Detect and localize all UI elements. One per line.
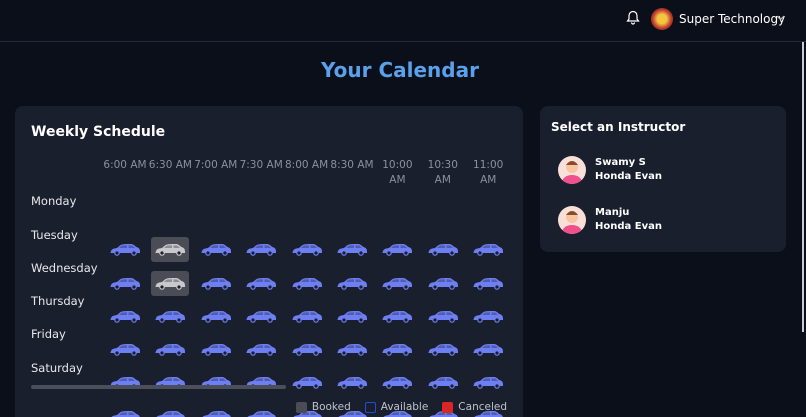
car-slot[interactable] — [378, 370, 416, 395]
car-slot[interactable] — [197, 304, 235, 329]
car-slot[interactable] — [106, 370, 144, 395]
instructor-avatar[interactable] — [558, 206, 586, 234]
legend-label: Booked — [311, 401, 351, 413]
car-slot[interactable] — [424, 370, 462, 395]
car-slot[interactable] — [378, 337, 416, 362]
time-header: 7:30 AM — [239, 159, 283, 171]
legend-swatch — [295, 401, 307, 413]
car-slot[interactable] — [242, 404, 280, 417]
car-slot[interactable] — [424, 271, 462, 296]
car-slot[interactable] — [288, 404, 326, 417]
user-name[interactable]: Super Technology — [679, 12, 786, 26]
car-slot[interactable] — [333, 237, 371, 262]
instructor-car[interactable]: Honda Evan — [595, 221, 662, 232]
car-slot[interactable] — [288, 370, 326, 395]
car-slot[interactable] — [378, 304, 416, 329]
car-slot[interactable] — [288, 237, 326, 262]
car-slot[interactable] — [469, 304, 507, 329]
user-avatar[interactable] — [651, 8, 673, 30]
car-slot[interactable] — [242, 304, 280, 329]
time-header: 10:00 AM — [382, 159, 413, 186]
car-slot[interactable] — [424, 404, 462, 417]
car-slot[interactable] — [333, 404, 371, 417]
car-slot[interactable] — [242, 271, 280, 296]
car-slot[interactable] — [333, 304, 371, 329]
car-slot[interactable] — [197, 370, 235, 395]
car-slot[interactable] — [106, 404, 144, 417]
time-header: 6:30 AM — [148, 159, 192, 171]
car-slot[interactable] — [424, 337, 462, 362]
car-slot[interactable] — [242, 237, 280, 262]
legend-item: Available — [364, 401, 429, 413]
time-header: 6:00 AM — [103, 159, 147, 171]
car-slot[interactable] — [469, 337, 507, 362]
bell-icon[interactable] — [626, 10, 640, 25]
car-slot[interactable] — [469, 271, 507, 296]
instructor-title: Select an Instructor — [551, 120, 686, 134]
car-slot[interactable] — [242, 337, 280, 362]
car-slot[interactable] — [151, 404, 189, 417]
instructor-name[interactable]: Swamy S — [595, 157, 646, 168]
legend-item: Canceled — [442, 401, 507, 413]
car-slot[interactable] — [469, 237, 507, 262]
time-header: 7:00 AM — [194, 159, 238, 171]
car-slot[interactable] — [197, 271, 235, 296]
instructor-car[interactable]: Honda Evan — [595, 171, 662, 182]
car-slot[interactable] — [151, 370, 189, 395]
time-header: 10:30 AM — [427, 159, 458, 186]
car-slot[interactable] — [378, 404, 416, 417]
car-slot[interactable] — [242, 370, 280, 395]
topbar-border — [0, 41, 806, 42]
day-label: Wednesday — [31, 261, 98, 275]
car-slot[interactable] — [378, 271, 416, 296]
car-slot[interactable] — [197, 404, 235, 417]
chevron[interactable] — [776, 15, 785, 22]
time-header: 8:00 AM — [285, 159, 329, 171]
legend: Booked Available Canceled — [295, 401, 507, 413]
day-label: Thursday — [31, 294, 85, 308]
car-slot[interactable] — [333, 337, 371, 362]
legend-item: Booked — [295, 401, 351, 413]
schedule-grid: 6:00 AM 6:30 AM 7:00 AM 7:30 AM 8:00 AM 8:30 … — [103, 156, 507, 417]
legend-label: Available — [380, 401, 429, 413]
day-label: Monday — [31, 194, 77, 208]
car-slot[interactable] — [424, 304, 462, 329]
car-slot[interactable] — [151, 337, 189, 362]
car-slot[interactable] — [424, 237, 462, 262]
legend-swatch — [442, 401, 454, 413]
car-slot[interactable] — [197, 337, 235, 362]
instructor-avatar[interactable] — [558, 156, 586, 184]
car-slot[interactable] — [106, 304, 144, 329]
instructor-panel: Select an Instructor Swamy S Honda Evan Ma… — [540, 106, 786, 252]
day-label: Friday — [31, 327, 66, 341]
car-slot[interactable] — [469, 404, 507, 417]
car-slot[interactable] — [288, 304, 326, 329]
day-label: Saturday — [31, 361, 83, 375]
time-header: 8:30 AM — [330, 159, 374, 171]
time-header: 11:00 AM — [473, 159, 504, 186]
car-slot[interactable] — [151, 304, 189, 329]
instructor-name[interactable]: Manju — [595, 207, 630, 218]
car-slot[interactable] — [197, 237, 235, 262]
car-slot[interactable] — [106, 337, 144, 362]
legend-label: Canceled — [458, 401, 507, 413]
car-slot[interactable] — [333, 370, 371, 395]
car-slot[interactable] — [288, 337, 326, 362]
car-slot[interactable] — [106, 271, 144, 296]
page-title: Your Calendar — [321, 58, 479, 82]
schedule-title: Weekly Schedule — [31, 124, 166, 140]
car-slot[interactable] — [151, 271, 190, 296]
legend-swatch — [364, 401, 376, 413]
schedule-panel: Weekly Schedule 6:00 AM 6:30 AM 7:00 AM 7:3… — [15, 106, 523, 417]
car-slot[interactable] — [106, 237, 144, 262]
h-scrollbar[interactable] — [31, 385, 286, 389]
car-slot[interactable] — [288, 271, 326, 296]
day-label: Tuesday — [31, 228, 78, 242]
car-slot[interactable] — [333, 271, 371, 296]
scrollbar — [802, 42, 804, 332]
car-slot[interactable] — [378, 237, 416, 262]
car-slot[interactable] — [151, 237, 190, 262]
car-slot[interactable] — [469, 370, 507, 395]
